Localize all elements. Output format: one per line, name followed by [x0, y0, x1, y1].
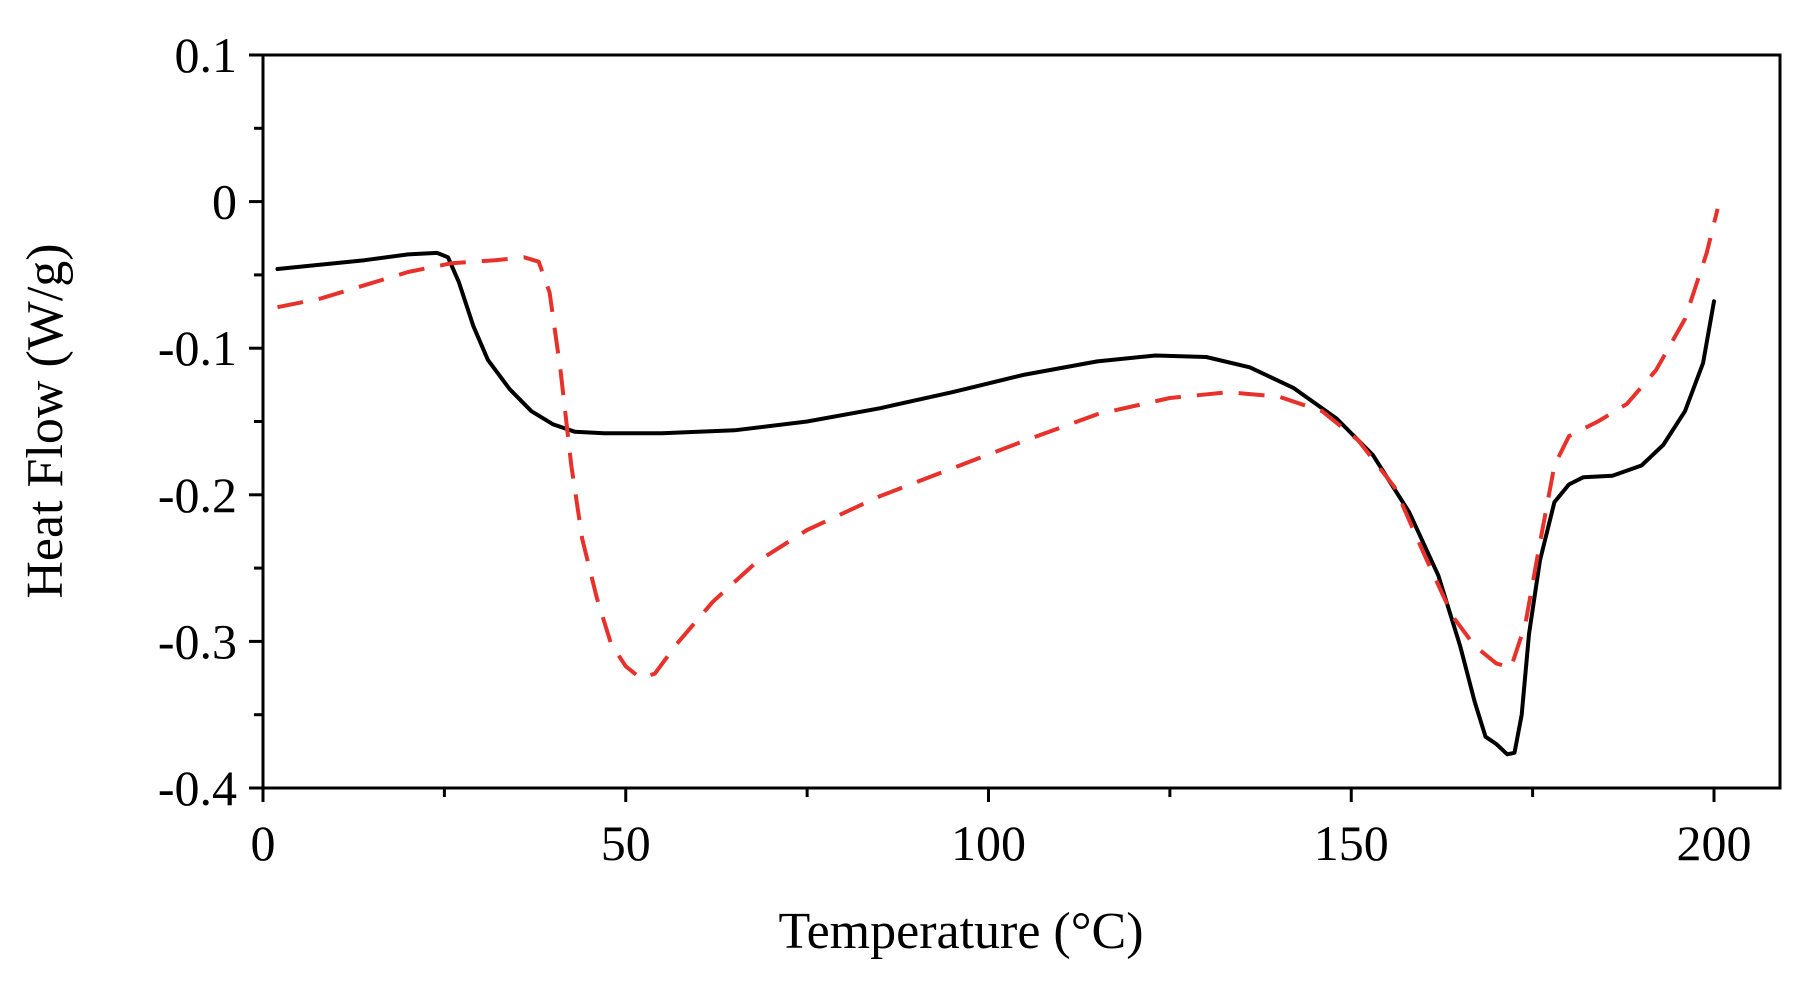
series-line-solid — [275, 250, 1716, 757]
y-tick-label: 0.1 — [175, 27, 238, 83]
x-tick-label: 200 — [1677, 815, 1752, 871]
y-axis-title: Heat Flow (W/g) — [17, 243, 74, 598]
y-tick-label: -0.1 — [158, 320, 237, 376]
x-tick-label: 50 — [601, 815, 651, 871]
y-tick-label: 0 — [212, 174, 237, 230]
axis-tick-labels: 0 50 100 150 200 0.1 0 -0.1 -0.2 -0.3 -0.4 — [158, 27, 1752, 871]
x-axis-title: Temperature (°C) — [778, 903, 1143, 960]
x-tick-label: 0 — [251, 815, 276, 871]
data-series — [275, 208, 1720, 757]
y-tick-label: -0.3 — [158, 613, 237, 669]
axis-ticks — [249, 53, 1716, 802]
y-tick-label: -0.4 — [158, 760, 237, 816]
y-tick-label: -0.2 — [158, 467, 237, 523]
x-tick-label: 100 — [951, 815, 1026, 871]
x-tick-label: 150 — [1314, 815, 1389, 871]
